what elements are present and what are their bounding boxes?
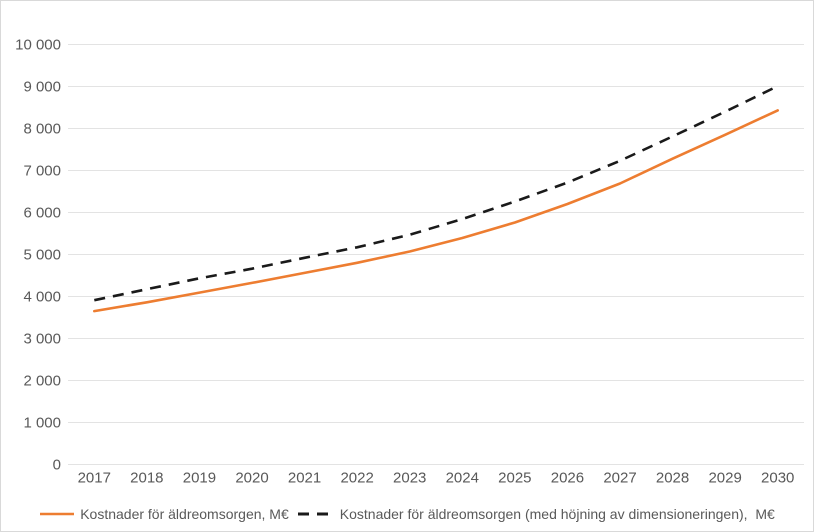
x-axis-tick-label-2020: 2020 [235,470,268,487]
y-axis-tick-label: 4 000 [23,288,61,305]
y-axis-tick-label: 1 000 [23,414,61,431]
y-axis-tick-label: 5 000 [23,246,61,263]
x-axis-tick-label-2030: 2030 [761,470,794,487]
solid-line-swatch-icon [40,512,75,516]
x-axis-tick-label-2022: 2022 [340,470,373,487]
x-axis-tick-label-2017: 2017 [78,470,111,487]
x-axis-tick-label-2028: 2028 [656,470,689,487]
y-axis-tick-label: 8 000 [23,120,61,137]
legend-label-costs-raised-dimensioning: Kostnader för äldreomsorgen (med höjning… [339,506,775,522]
legend-item-costs-raised-dimensioning: Kostnader för äldreomsorgen (med höjning… [297,506,775,522]
x-axis-tick-label-2025: 2025 [498,470,531,487]
x-axis-tick-label-2018: 2018 [130,470,163,487]
x-axis-tick-label-2029: 2029 [708,470,741,487]
legend-item-costs: Kostnader för äldreomsorgen, M€ [39,506,289,522]
legend-label-costs: Kostnader för äldreomsorgen, M€ [80,506,289,522]
y-axis-tick-label: 9 000 [23,78,61,95]
series-line-dashed [94,84,779,302]
y-axis-tick-label: 7 000 [23,162,61,179]
x-axis-tick-label-2026: 2026 [551,470,584,487]
x-axis-tick-label-2027: 2027 [603,470,636,487]
x-axis-tick-label-2023: 2023 [393,470,426,487]
y-axis-tick-label: 10 000 [15,37,61,54]
x-axis-tick-label-2019: 2019 [183,470,216,487]
y-axis-tick-label: 0 [53,456,61,473]
y-axis-tick-label: 3 000 [23,330,61,347]
series-line-solid [93,109,780,313]
x-axis-tick-label-2024: 2024 [446,470,479,487]
y-axis-tick-label: 6 000 [23,204,61,221]
x-axis-tick-label-2021: 2021 [288,470,321,487]
y-axis-tick-label: 2 000 [23,372,61,389]
chart-legend: Kostnader för äldreomsorgen, M€ Kostnade… [1,503,813,525]
dashed-line-swatch-icon [297,512,334,516]
